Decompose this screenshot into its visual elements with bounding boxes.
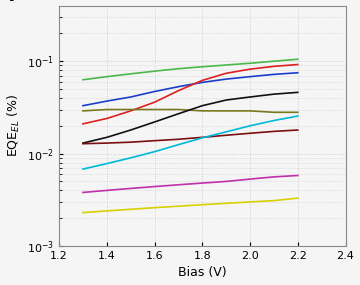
Text: f: f xyxy=(8,0,16,5)
X-axis label: Bias (V): Bias (V) xyxy=(178,266,227,280)
Y-axis label: EQE$_{EL}$ (%): EQE$_{EL}$ (%) xyxy=(5,94,22,157)
